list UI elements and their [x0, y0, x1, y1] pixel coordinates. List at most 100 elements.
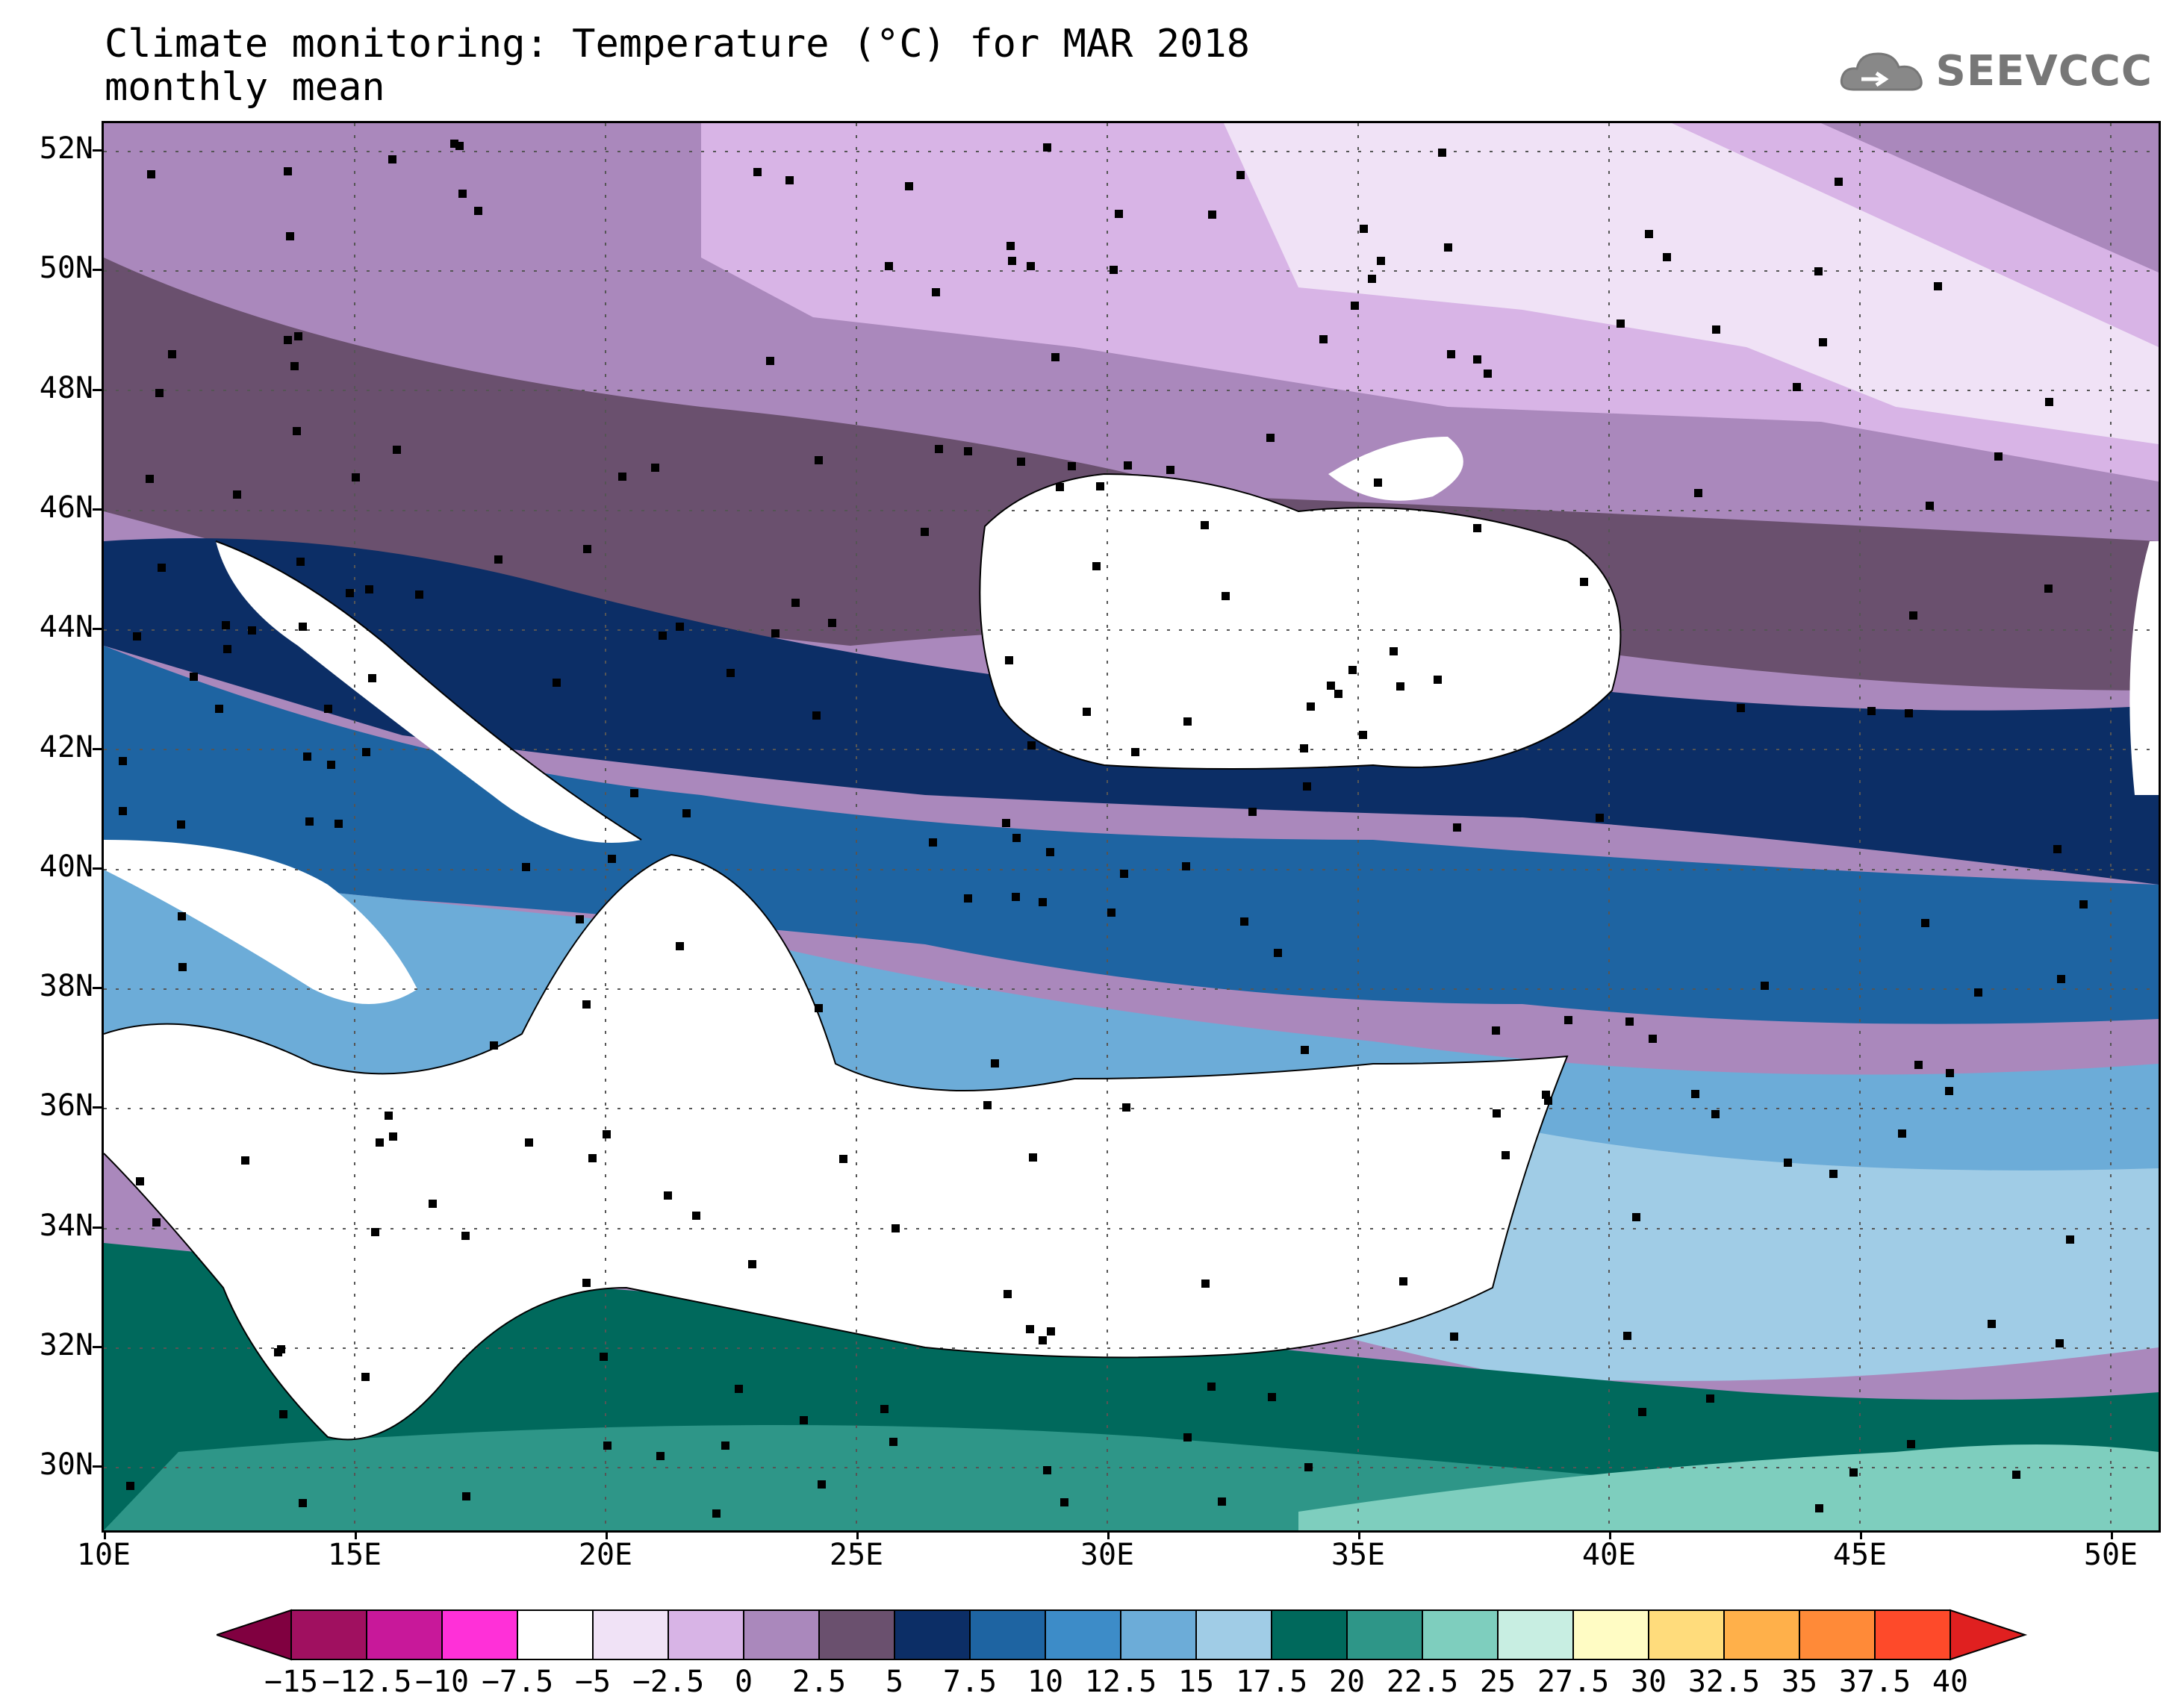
station-marker [190, 673, 198, 681]
azov-sea [1328, 437, 1463, 501]
station-marker [603, 1130, 611, 1138]
station-marker [223, 645, 231, 653]
station-marker [158, 564, 166, 572]
station-marker [1068, 462, 1076, 470]
lon-tick [606, 1530, 608, 1539]
cloud-icon [1840, 52, 1923, 91]
station-marker [1438, 149, 1446, 157]
station-marker [1201, 1280, 1210, 1288]
station-marker [1399, 1277, 1407, 1285]
lat-label: 32N [39, 1328, 93, 1362]
lon-tick [2111, 1530, 2113, 1539]
station-marker [1544, 1097, 1552, 1105]
station-marker [327, 761, 335, 769]
station-marker [1166, 466, 1174, 474]
station-marker [1623, 1332, 1631, 1340]
station-marker [656, 1452, 665, 1460]
colorbar-label: 32.5 [1687, 1665, 1761, 1699]
colorbar-label: −15 [264, 1665, 319, 1699]
lat-tick [93, 149, 102, 152]
station-marker [1319, 335, 1328, 343]
station-marker [1051, 353, 1060, 361]
lat-tick [93, 388, 102, 391]
station-marker [178, 963, 187, 971]
station-marker [1473, 355, 1481, 364]
station-marker [389, 1132, 397, 1141]
station-marker [133, 632, 141, 640]
colorbar-legend [217, 1609, 2028, 1661]
colorbar-cell [1723, 1609, 1800, 1660]
lon-tick [1860, 1530, 1862, 1539]
station-marker [1039, 1336, 1047, 1344]
station-marker [1017, 458, 1025, 466]
station-marker [1115, 210, 1123, 218]
station-marker [1002, 819, 1010, 827]
station-marker [248, 626, 256, 635]
station-marker [2012, 1471, 2020, 1479]
station-marker [983, 1101, 992, 1109]
station-marker [1012, 834, 1021, 842]
station-marker [1907, 1440, 1915, 1448]
station-marker [964, 447, 972, 455]
station-marker [1663, 253, 1671, 261]
lon-label: 15E [327, 1538, 382, 1572]
station-marker [1390, 647, 1398, 655]
station-marker [368, 674, 376, 682]
station-marker [1914, 1061, 1923, 1069]
lat-label: 30N [39, 1447, 93, 1483]
station-marker [1396, 682, 1404, 691]
station-marker [815, 1004, 823, 1012]
colorbar-label: 20 [1328, 1665, 1366, 1699]
station-marker [2079, 900, 2088, 908]
lon-tick [856, 1530, 859, 1539]
colorbar-cell [366, 1609, 443, 1660]
station-marker [1360, 225, 1368, 233]
station-marker [889, 1438, 897, 1446]
station-marker [935, 445, 943, 453]
lon-tick [1609, 1530, 1611, 1539]
station-marker [346, 589, 354, 597]
station-marker [1248, 808, 1257, 816]
station-marker [1447, 350, 1455, 358]
gridlines [104, 123, 2159, 1530]
station-marker [1083, 708, 1091, 716]
station-marker [582, 1000, 591, 1009]
lat-label: 50N [39, 251, 93, 286]
station-markers [119, 140, 2088, 1518]
station-marker [1351, 302, 1359, 310]
station-marker [576, 915, 584, 923]
station-marker [455, 142, 464, 150]
colorbar-label: 35 [1781, 1665, 1818, 1699]
station-marker [279, 1410, 287, 1418]
station-marker [766, 357, 774, 365]
station-marker [1240, 917, 1248, 926]
lat-label: 40N [39, 849, 93, 884]
station-marker [1039, 898, 1047, 906]
station-marker [522, 863, 530, 871]
station-marker [603, 1441, 612, 1450]
station-marker [1012, 893, 1020, 901]
lat-label: 52N [39, 131, 93, 166]
colorbar-label: 30 [1630, 1665, 1667, 1699]
colorbar-cell [592, 1609, 669, 1660]
station-marker [1502, 1151, 1510, 1159]
colorbar-label: 5 [885, 1665, 904, 1699]
colorbar-cell [1045, 1609, 1121, 1660]
station-marker [335, 820, 343, 828]
colorbar-cell [668, 1609, 744, 1660]
lat-label: 36N [39, 1088, 93, 1123]
lon-label: 10E [76, 1538, 131, 1572]
station-marker [1334, 690, 1342, 698]
station-marker [119, 807, 127, 815]
map-title: Climate monitoring: Temperature (°C) for… [105, 22, 1250, 109]
temperature-map [102, 121, 2161, 1533]
station-marker [726, 669, 735, 677]
station-marker [721, 1441, 729, 1450]
station-marker [812, 711, 821, 720]
station-marker [1617, 320, 1625, 328]
station-marker [1266, 434, 1275, 442]
lon-label: 35E [1331, 1538, 1386, 1572]
colorbar-label: −5 [574, 1665, 612, 1699]
tyrrhenian-sea [104, 840, 417, 1004]
station-marker [1359, 731, 1367, 739]
